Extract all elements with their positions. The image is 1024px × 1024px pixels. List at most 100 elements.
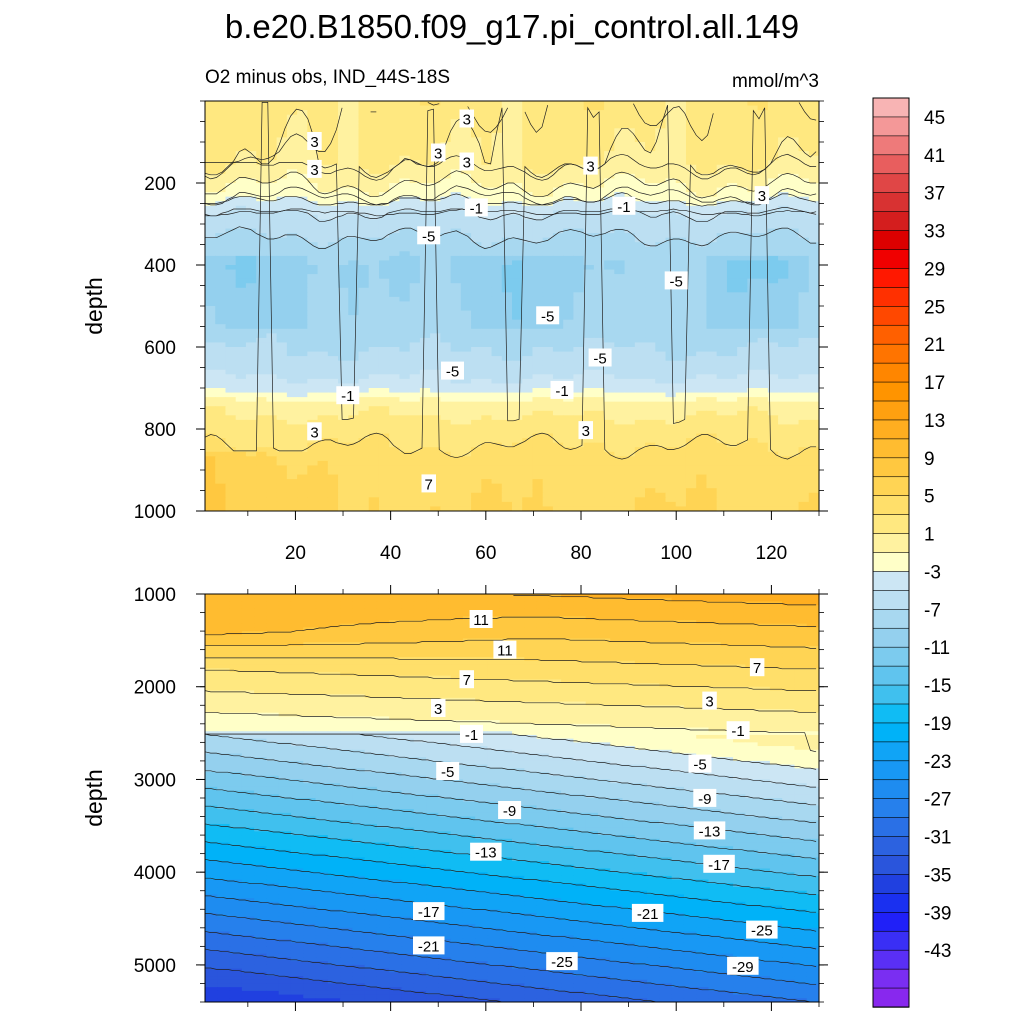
contour-cell [542,474,554,480]
contour-cell [778,196,789,202]
contour-cell [358,142,370,148]
contour-cell [604,419,615,426]
contour-cell [685,210,697,216]
contour-cell [327,296,339,303]
contour-cell [614,333,626,339]
contour-cell [491,224,503,230]
contour-cell [706,319,718,325]
contour-cell [348,251,360,257]
contour-cell [215,114,227,120]
contour-cell [348,456,360,462]
contour-cell [726,178,738,184]
contour-cell [235,356,247,362]
contour-cell [297,255,308,262]
contour-cell [778,451,789,457]
contour-cell [552,465,564,471]
contour-cell [409,205,421,211]
contour-cell [491,210,503,216]
contour-cell [665,178,677,184]
contour-cell [573,274,585,280]
contour-cell [358,173,370,180]
contour-cell [563,142,574,148]
contour-cell [614,246,626,252]
contour-cell [348,342,360,348]
contour-cell [614,410,626,416]
contour-cell [726,424,738,430]
contour-cell [348,228,360,234]
contour-cell [225,265,237,271]
contour-cell [460,406,472,412]
contour-cell [522,401,534,407]
contour-cell [430,105,441,111]
contour-cell [491,447,503,453]
contour-cell [532,101,544,107]
contour-cell [624,278,636,284]
contour-cell [358,337,370,344]
contour-cell [358,246,370,252]
contour-cell [675,301,687,307]
contour-cell [706,142,718,148]
contour-cell [634,356,646,362]
contour-cell [655,392,667,398]
contour-cell [788,142,800,148]
contour-cell [696,406,708,412]
contour-cell [430,342,441,348]
contour-cell [522,324,534,330]
contour-cell [471,419,482,426]
contour-cell [338,160,349,166]
contour-cell [501,301,513,307]
contour-cell [317,328,329,334]
contour-cell [685,456,697,462]
contour-cell [685,228,697,234]
contour-cell [266,164,278,170]
contour-cell [778,301,789,307]
contour-cell [706,388,718,394]
contour-cell [235,173,247,180]
contour-cell [409,251,421,257]
contour-cell [245,132,257,139]
contour-cell [767,424,779,430]
contour-cell [685,164,697,170]
contour-cell [389,365,401,371]
contour-cell [583,178,595,184]
contour-cell [685,442,697,448]
contour-cell [788,328,800,334]
contour-cell [348,260,360,266]
contour-cell [419,183,431,189]
contour-cell [552,410,564,416]
contour-cell [634,242,646,248]
contour-cell [788,119,800,125]
contour-cell [573,146,585,152]
contour-cell [645,324,656,330]
contour-cell [205,114,216,120]
contour-cell [808,310,819,316]
contour-cell [788,178,800,184]
contour-cell [409,292,421,298]
contour-cell [399,301,411,307]
contour-cell [655,401,667,407]
contour-cell [501,356,513,362]
contour-cell [512,110,523,116]
contour-cell [778,210,789,216]
contour-cell [378,233,390,239]
contour-cell [645,146,656,152]
contour-cell [450,465,462,471]
contour-cell [512,438,523,444]
contour-cell [471,251,482,257]
contour-cell [481,474,493,480]
contour-cell [307,456,319,462]
contour-cell [399,369,411,375]
contour-cell [593,442,605,448]
contour-cell [245,374,257,380]
contour-cell [409,132,421,139]
contour-cell [532,447,544,453]
contour-cell [327,429,339,435]
contour-cell [798,351,810,357]
contour-cell [430,406,441,412]
contour-cell [245,438,257,444]
contour-cell [348,178,360,184]
contour-cell [542,255,554,262]
contour-cell [235,123,247,129]
contour-cell [573,337,585,344]
contour-cell [788,169,800,175]
